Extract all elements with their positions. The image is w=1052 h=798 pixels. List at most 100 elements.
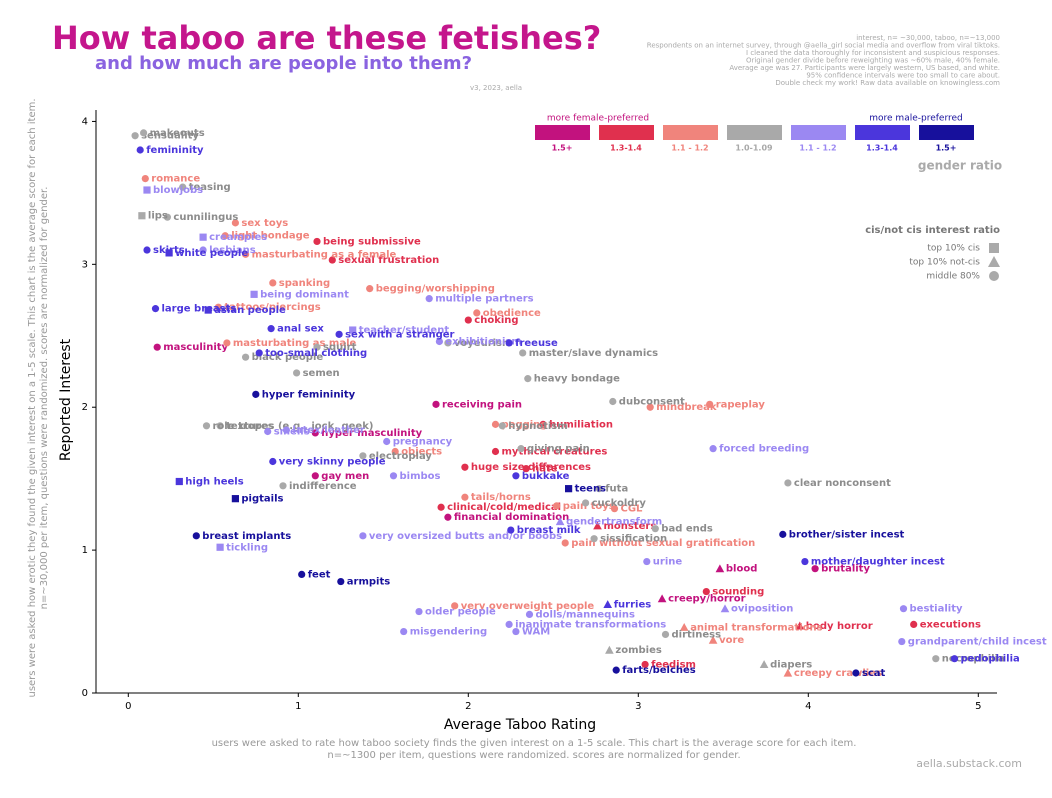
point-label: mindbreak bbox=[656, 402, 717, 413]
legend-swatch bbox=[535, 125, 590, 140]
point-label: farts/belches bbox=[622, 665, 696, 676]
point bbox=[435, 337, 443, 346]
point bbox=[204, 306, 212, 314]
point-label: rapeplay bbox=[716, 399, 766, 410]
point bbox=[138, 212, 146, 220]
point bbox=[646, 403, 654, 411]
point-label: clinical/cold/medical bbox=[447, 502, 561, 513]
point bbox=[255, 349, 263, 357]
point-label: role tropes (e.g., jock, geek) bbox=[213, 421, 374, 432]
point-label: sexual frustration bbox=[338, 255, 439, 266]
shape-legend-marker bbox=[988, 256, 1000, 267]
point-label: large breasts bbox=[162, 304, 237, 315]
point bbox=[498, 422, 506, 430]
point bbox=[328, 256, 336, 264]
point-label: pigtails bbox=[241, 494, 283, 505]
point-label: teacher/student bbox=[359, 325, 450, 336]
point bbox=[400, 627, 408, 636]
point bbox=[932, 655, 940, 663]
point bbox=[950, 655, 959, 663]
point bbox=[359, 452, 367, 460]
point-label: spanking bbox=[279, 278, 330, 289]
point bbox=[610, 505, 619, 513]
point bbox=[561, 539, 569, 547]
point bbox=[706, 400, 714, 408]
point-label: pain without sexual gratification bbox=[571, 538, 755, 549]
point-label: sex toys bbox=[241, 218, 288, 229]
point bbox=[311, 472, 319, 480]
point bbox=[383, 437, 391, 446]
point bbox=[491, 447, 500, 456]
point bbox=[715, 564, 725, 573]
point-label: cunnilingus bbox=[173, 212, 238, 223]
legend-female: more female-preferred bbox=[547, 114, 649, 124]
y-note: users were asked how erotic they found t… bbox=[27, 98, 38, 697]
point-label: being submissive bbox=[323, 236, 421, 247]
point-label: urine bbox=[653, 557, 683, 568]
point bbox=[199, 233, 207, 241]
point-label: bimbos bbox=[400, 471, 441, 482]
point-label: smells bbox=[274, 427, 310, 438]
point bbox=[795, 621, 805, 630]
point-label: anal sex bbox=[277, 324, 324, 335]
point bbox=[192, 532, 200, 540]
point-label: masturbating as a female bbox=[252, 249, 397, 260]
shape-legend-marker bbox=[989, 271, 999, 281]
point bbox=[242, 353, 250, 361]
legend-swatch bbox=[727, 125, 782, 140]
point bbox=[432, 400, 440, 408]
point bbox=[242, 250, 250, 258]
x-axis-label: Average Taboo Rating bbox=[444, 717, 596, 733]
point-label: financial domination bbox=[454, 512, 569, 523]
point-label: indifference bbox=[289, 481, 357, 492]
legend-swatch bbox=[663, 125, 718, 140]
point-label: cuckoldry bbox=[592, 498, 647, 509]
shape-legend-marker bbox=[989, 243, 999, 253]
point bbox=[519, 349, 527, 357]
point-label: pegging bbox=[502, 419, 548, 430]
point bbox=[801, 557, 809, 566]
point bbox=[590, 535, 598, 543]
point bbox=[153, 343, 161, 351]
legend-swatch bbox=[791, 125, 846, 140]
point-label: blood bbox=[726, 564, 757, 575]
point bbox=[491, 420, 500, 428]
point bbox=[708, 635, 718, 644]
point-label: creepy crawlies bbox=[794, 668, 882, 679]
point-label: zombies bbox=[615, 645, 661, 656]
point-label: older people bbox=[425, 607, 496, 618]
point bbox=[269, 279, 277, 287]
y-tick-label: 4 bbox=[82, 116, 88, 127]
point bbox=[555, 517, 565, 526]
point bbox=[437, 503, 445, 511]
point-label: very oversized butts and/or boobs bbox=[369, 531, 562, 542]
point-label: sissification bbox=[600, 534, 667, 545]
point-label: gay men bbox=[321, 471, 369, 482]
point-label: pregnancy bbox=[393, 437, 453, 448]
point bbox=[522, 465, 530, 473]
x-tick-label: 2 bbox=[465, 701, 471, 712]
point-label: multiple partners bbox=[435, 294, 533, 305]
point-label: brother/sister incest bbox=[789, 529, 905, 540]
legend-label: 1.3-1.4 bbox=[866, 144, 898, 153]
point-label: furries bbox=[614, 599, 652, 610]
point bbox=[221, 232, 229, 240]
point-label: master/slave dynamics bbox=[529, 348, 658, 359]
x-note: users were asked to rate how taboo socie… bbox=[212, 738, 857, 749]
point bbox=[298, 570, 306, 578]
point-label: begging/worshipping bbox=[376, 284, 495, 295]
point bbox=[661, 630, 670, 639]
point bbox=[313, 237, 321, 246]
point bbox=[702, 587, 710, 596]
point bbox=[898, 637, 906, 646]
point-label: inanimate transformations bbox=[515, 619, 666, 630]
point-label: receiving pain bbox=[442, 399, 522, 410]
point-label: bukkake bbox=[522, 471, 570, 482]
point bbox=[252, 390, 260, 398]
point bbox=[507, 526, 515, 534]
point-label: breast implants bbox=[202, 531, 291, 542]
point bbox=[163, 213, 171, 221]
point bbox=[524, 375, 532, 383]
legend-title: gender ratio bbox=[918, 159, 1002, 173]
point-label: sounding bbox=[712, 587, 764, 598]
